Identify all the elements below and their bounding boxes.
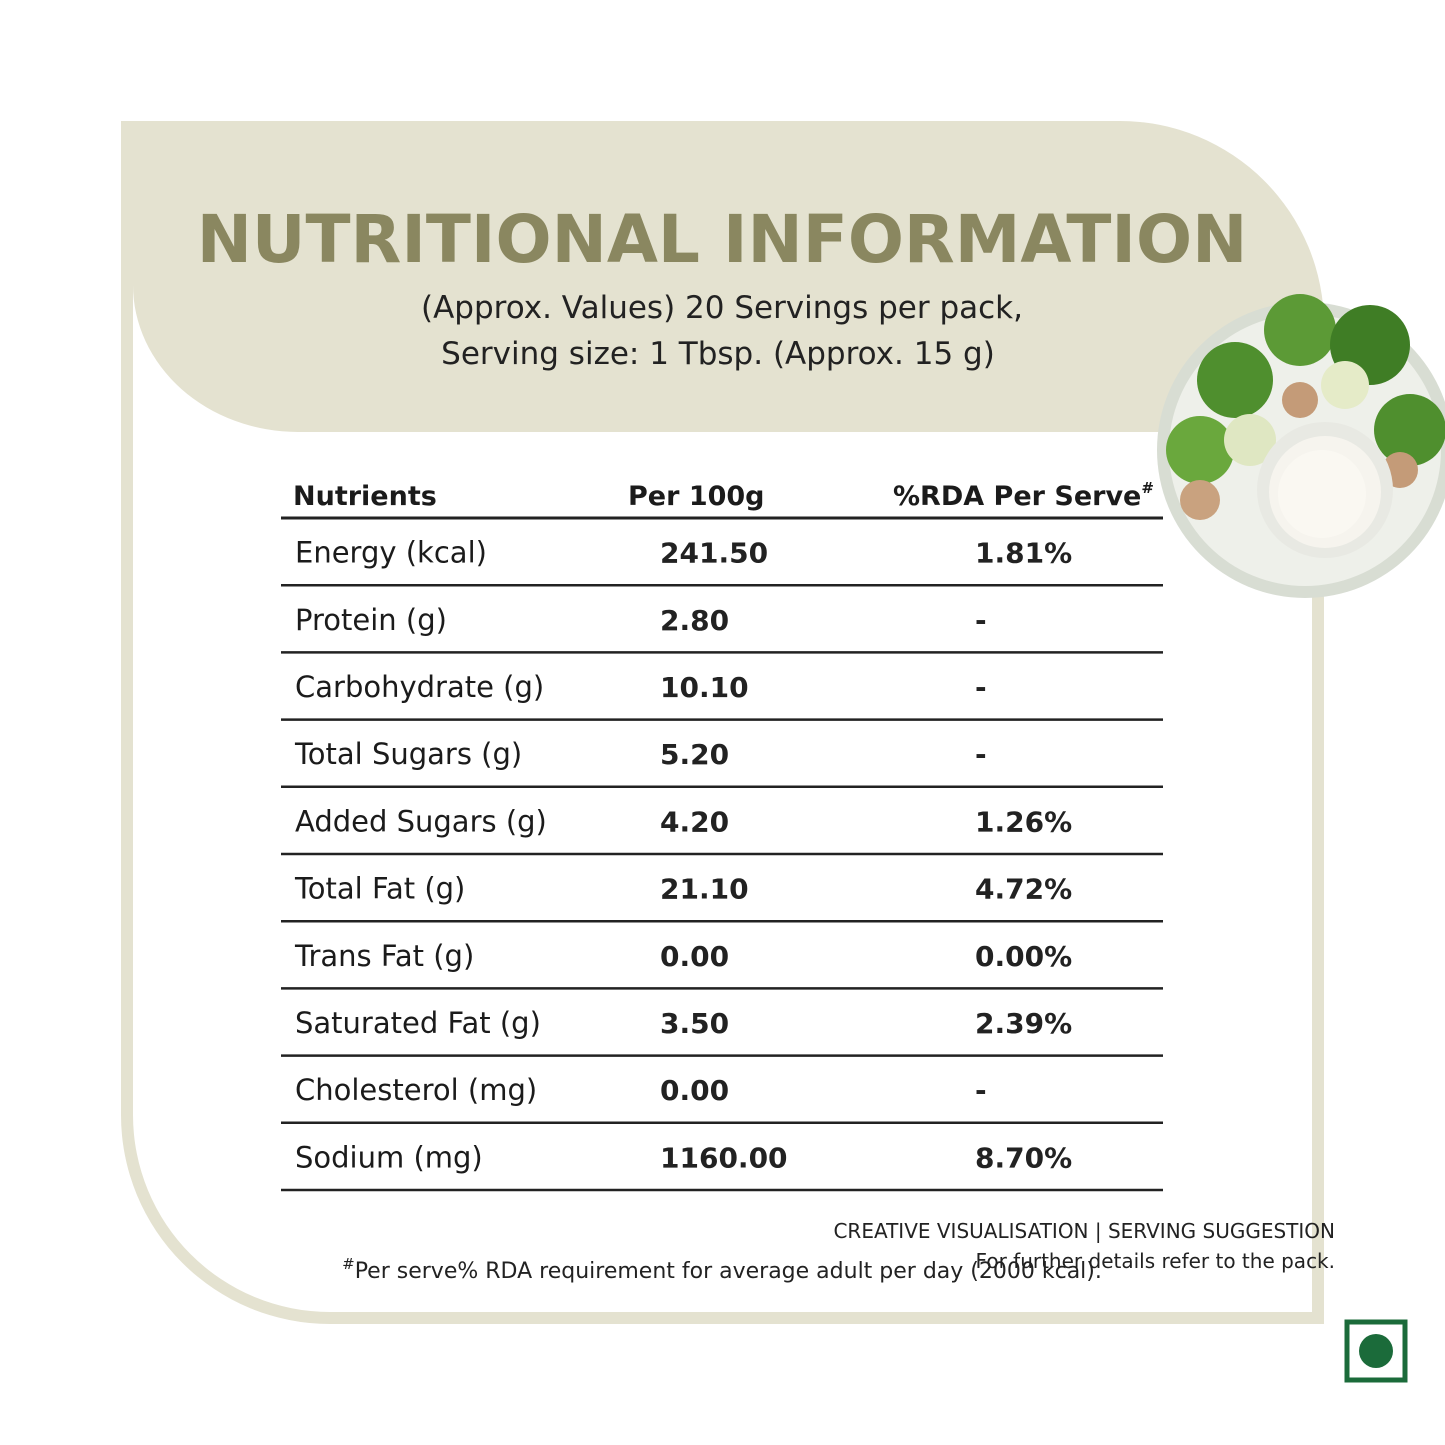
nutrient-value: - — [975, 738, 987, 771]
column-header: %RDA Per Serve# — [893, 479, 1154, 512]
salad-image — [1157, 294, 1445, 598]
nutrient-value: 2.80 — [660, 604, 729, 637]
column-header-text: Nutrients — [293, 481, 437, 512]
nutrient-name: Total Sugars (g) — [294, 737, 522, 771]
nutrient-name: Trans Fat (g) — [294, 939, 474, 973]
nutrient-value: 0.00 — [660, 1074, 729, 1107]
nutrient-value: - — [975, 671, 987, 704]
nutrient-value: - — [975, 1074, 987, 1107]
nutrition-table: Nutrients Per 100g %RDA Per Serve# Energy (… — [281, 479, 1163, 1192]
nutrient-value: 3.50 — [660, 1007, 729, 1040]
nutrient-value: 1.26% — [975, 805, 1072, 838]
subtitle: (Approx. Values) 20 Servings per pack, — [421, 290, 1023, 326]
footnote: #Per serve% RDA requirement for average … — [342, 1255, 1102, 1284]
nutrient-value: - — [975, 604, 987, 637]
column-header-text: Per 100g — [628, 481, 765, 512]
nutrient-value: 4.72% — [975, 873, 1072, 906]
subtitle: Serving size: 1 Tbsp. (Approx. 15 g) — [441, 336, 995, 372]
nutrient-value: 1.81% — [975, 537, 1072, 570]
nutrient-name: Carbohydrate (g) — [295, 670, 544, 704]
nutrient-value: 1160.00 — [660, 1141, 788, 1174]
veg-symbol — [1344, 1319, 1408, 1383]
nutrient-value: 4.20 — [660, 805, 729, 838]
nutrient-name: Cholesterol (mg) — [295, 1073, 537, 1107]
nutrient-value: 21.10 — [660, 873, 749, 906]
footnote-mark: # — [342, 1255, 355, 1273]
nutrient-value: 5.20 — [660, 738, 729, 771]
footnote-text: Per serve% RDA requirement for average a… — [355, 1259, 1102, 1284]
column-header: Per 100g — [628, 481, 765, 512]
disclaimer: For further details refer to the pack. — [976, 1249, 1335, 1273]
disclaimer: CREATIVE VISUALISATION | SERVING SUGGEST… — [833, 1219, 1335, 1243]
nutrient-name: Sodium (mg) — [295, 1140, 483, 1174]
nutrient-name: Saturated Fat (g) — [295, 1006, 541, 1040]
nutrient-value: 8.70% — [975, 1141, 1072, 1174]
nutrient-name: Energy (kcal) — [295, 536, 487, 570]
column-header: Nutrients — [293, 481, 437, 512]
nutrient-value: 0.00% — [975, 940, 1072, 973]
nutrient-value: 10.10 — [660, 671, 749, 704]
column-header-text: %RDA Per Serve — [893, 481, 1141, 512]
nutrient-name: Total Fat (g) — [294, 872, 465, 906]
nutrient-value: 2.39% — [975, 1007, 1072, 1040]
nutrient-name: Added Sugars (g) — [295, 804, 547, 838]
nutrient-name: Protein (g) — [295, 603, 447, 637]
nutrient-value: 0.00 — [660, 940, 729, 973]
title: NUTRITIONAL INFORMATION — [197, 201, 1248, 278]
nutrient-value: 241.50 — [660, 537, 768, 570]
column-header-mark: # — [1141, 479, 1154, 497]
